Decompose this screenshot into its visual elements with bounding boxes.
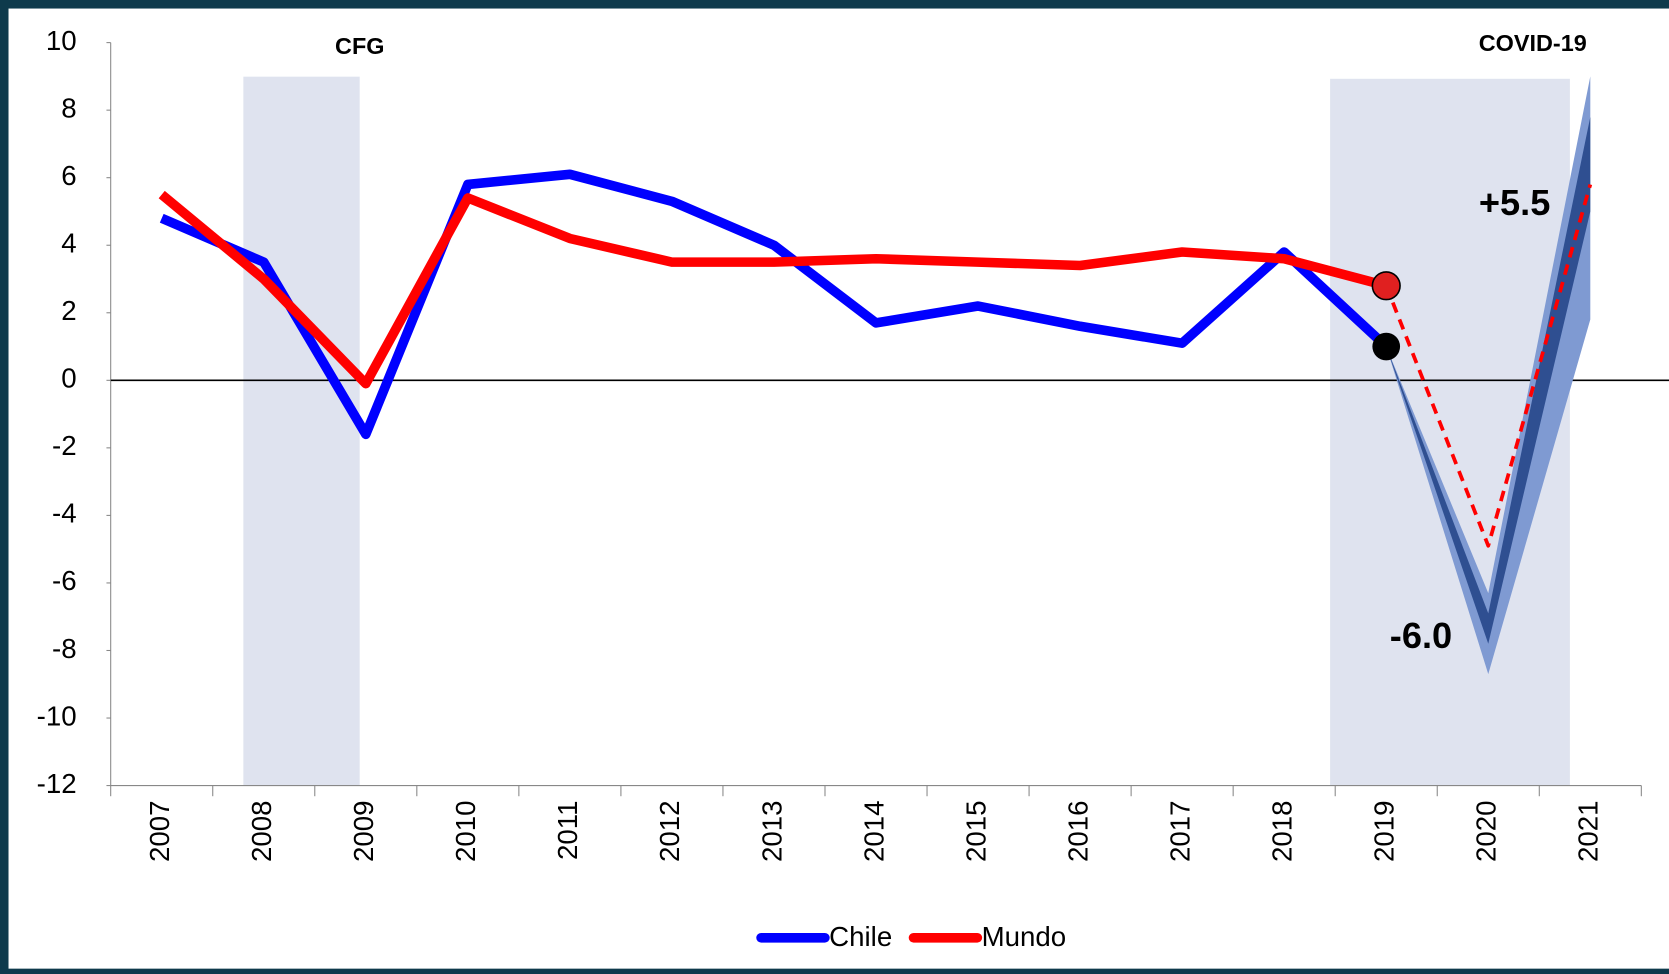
x-tick-label: 2015 [960, 800, 991, 862]
x-tick-label: 2018 [1266, 800, 1297, 862]
y-tick-label: 10 [46, 25, 77, 56]
x-tick-label: 2017 [1164, 800, 1195, 862]
forecast-band-inner [1386, 116, 1591, 644]
marker [1372, 332, 1401, 361]
series-line [158, 190, 1388, 389]
y-tick-label: -8 [52, 633, 77, 664]
x-tick-label: 2009 [348, 800, 379, 862]
x-tick-label: 2010 [450, 800, 481, 862]
x-tick-label: 2013 [756, 800, 787, 862]
annotation: COVID-19 [1479, 30, 1587, 56]
x-tick-label: 2014 [858, 800, 889, 862]
legend-label: Chile [829, 921, 892, 952]
x-tick-label: 2019 [1369, 800, 1400, 862]
x-tick-label: 2021 [1573, 800, 1604, 862]
y-tick-label: 2 [61, 295, 76, 326]
marker [1371, 271, 1401, 301]
annotation: +5.5 [1479, 182, 1550, 223]
y-tick-label: 8 [61, 92, 76, 123]
y-tick-label: -2 [52, 430, 77, 461]
shade-cfg [243, 76, 360, 786]
series-line [159, 169, 1390, 440]
x-tick-label: 2012 [654, 800, 685, 862]
y-tick-label: -4 [52, 498, 77, 529]
x-tick-label: 2011 [552, 800, 583, 859]
y-tick-label: -12 [37, 768, 77, 799]
x-tick-label: 2020 [1471, 800, 1502, 862]
y-tick-label: 6 [61, 160, 76, 191]
annotation: CFG [335, 33, 384, 59]
y-tick-label: 4 [61, 228, 76, 259]
legend-label: Mundo [982, 921, 1067, 952]
x-tick-label: 2008 [246, 800, 277, 862]
x-tick-label: 2007 [144, 800, 175, 862]
forecast-line [1384, 183, 1593, 548]
y-tick-label: 0 [61, 363, 76, 394]
y-tick-label: -6 [52, 565, 77, 596]
x-tick-label: 2016 [1062, 800, 1093, 862]
annotation: -6.0 [1390, 615, 1452, 656]
y-tick-label: -10 [37, 700, 77, 731]
